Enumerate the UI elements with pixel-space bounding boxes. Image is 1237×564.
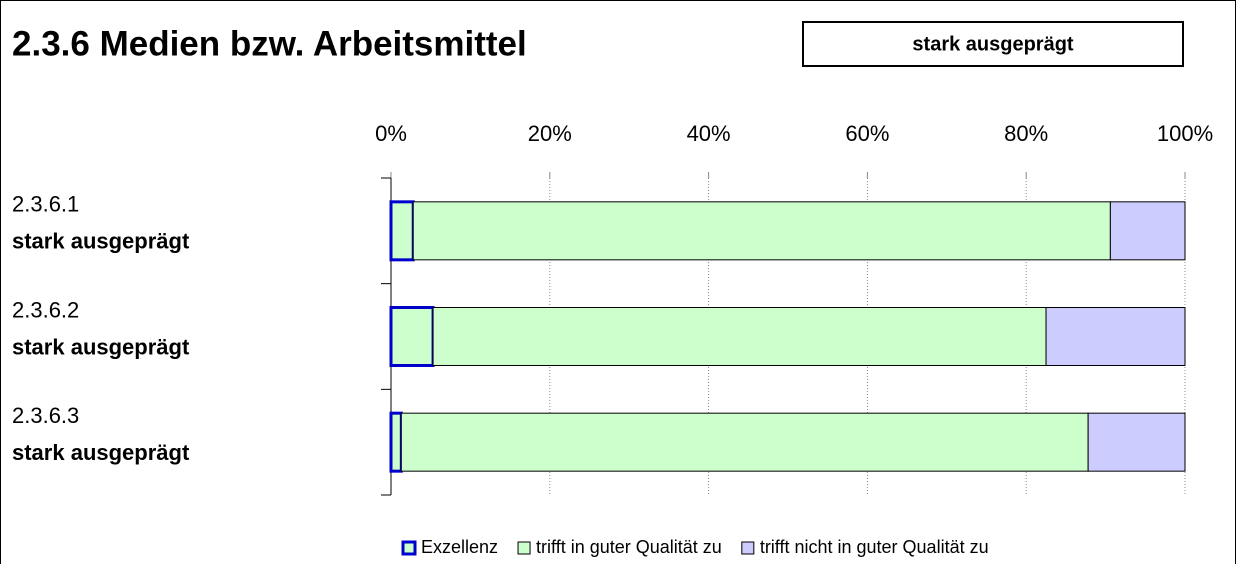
x-tick-label: 0% xyxy=(375,121,407,146)
x-tick-label: 100% xyxy=(1157,121,1213,146)
y-tick-sublabel: stark ausgeprägt xyxy=(12,440,190,465)
bar-segment xyxy=(389,411,403,473)
x-tick-label: 40% xyxy=(687,121,731,146)
bar-segment xyxy=(1109,201,1186,261)
badge: stark ausgeprägt xyxy=(912,33,1074,55)
legend-swatch xyxy=(741,541,755,555)
bar-segment xyxy=(389,200,415,262)
legend-label: Exzellenz xyxy=(421,537,498,557)
legend-swatch xyxy=(517,541,531,555)
y-tick-sublabel: stark ausgeprägt xyxy=(12,229,190,254)
y-tick-label: 2.3.6.3 xyxy=(12,403,79,428)
legend-label: trifft in guter Qualität zu xyxy=(536,537,722,557)
x-tick-label: 80% xyxy=(1004,121,1048,146)
y-tick-sublabel: stark ausgeprägt xyxy=(12,334,190,359)
badge-box xyxy=(802,21,1184,67)
legend-label: trifft nicht in guter Qualität zu xyxy=(760,537,989,557)
bar-segment xyxy=(1087,412,1186,472)
legend-swatch xyxy=(401,540,417,556)
bar-segment xyxy=(1045,307,1186,366)
bar-segment xyxy=(400,412,1089,472)
chart-title: 2.3.6 Medien bzw. Arbeitsmittel xyxy=(12,24,527,63)
bar-segment xyxy=(432,307,1047,366)
x-tick-label: 60% xyxy=(845,121,889,146)
y-tick-label: 2.3.6.2 xyxy=(12,297,79,322)
x-tick-label: 20% xyxy=(528,121,572,146)
bar-segment xyxy=(412,201,1111,261)
y-tick-label: 2.3.6.1 xyxy=(12,192,79,217)
bar-segment xyxy=(389,306,435,367)
